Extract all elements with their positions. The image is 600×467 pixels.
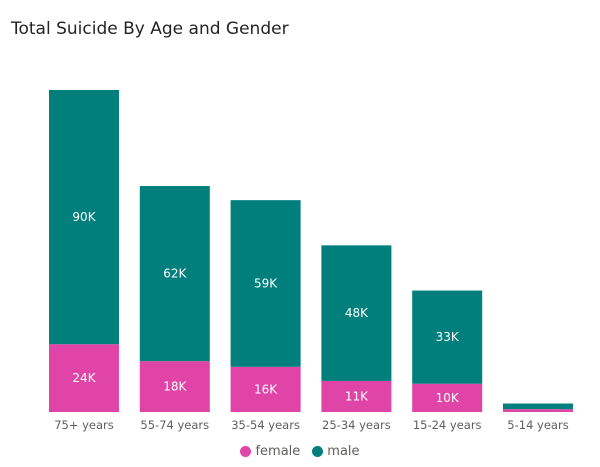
bar-female-0[interactable]	[49, 344, 119, 412]
data-label-male-4: 33K	[436, 330, 460, 344]
bar-male-4[interactable]	[412, 290, 483, 384]
x-tick-label-0: 75+ years	[54, 418, 114, 432]
data-label-female-1: 18K	[163, 380, 187, 394]
legend: female male	[0, 444, 600, 459]
legend-swatch-male	[312, 446, 324, 457]
bar-male-2[interactable]	[230, 200, 301, 367]
bar-male-1[interactable]	[139, 186, 210, 362]
bar-female-1[interactable]	[139, 361, 210, 412]
x-tick-label-4: 15-24 years	[413, 418, 482, 432]
legend-item-male[interactable]: male	[312, 444, 360, 459]
data-label-male-1: 62K	[163, 267, 187, 281]
legend-item-female[interactable]: female	[240, 444, 300, 459]
data-label-female-0: 24K	[72, 371, 96, 385]
stacked-bar-chart: 24K 90K 75+ years 18K 62K 55-74 years 16K 59K 35…	[49, 90, 573, 432]
x-tick-label-1: 55-74 years	[140, 418, 209, 432]
chart-title: Total Suicide By Age and Gender	[11, 19, 289, 39]
legend-label-female: female	[255, 444, 301, 459]
x-tick-label-2: 35-54 years	[231, 418, 300, 432]
legend-swatch-female	[240, 446, 252, 457]
data-label-male-0: 90K	[72, 210, 96, 224]
x-tick-label-5: 5-14 years	[507, 418, 568, 432]
bar-female-5[interactable]	[503, 409, 573, 412]
bar-female-2[interactable]	[230, 366, 301, 412]
bar-female-4[interactable]	[412, 383, 483, 412]
data-label-female-3: 11K	[345, 389, 369, 403]
bar-male-5[interactable]	[503, 403, 573, 410]
x-tick-label-3: 25-34 years	[322, 418, 391, 432]
bar-male-0[interactable]	[49, 90, 119, 345]
bar-female-3[interactable]	[321, 380, 392, 412]
data-label-female-2: 16K	[254, 382, 278, 396]
data-label-female-4: 10K	[436, 391, 460, 405]
bar-male-3[interactable]	[321, 245, 392, 381]
legend-label-male: male	[327, 444, 360, 459]
data-label-male-3: 48K	[345, 306, 369, 320]
data-label-male-2: 59K	[254, 276, 278, 290]
